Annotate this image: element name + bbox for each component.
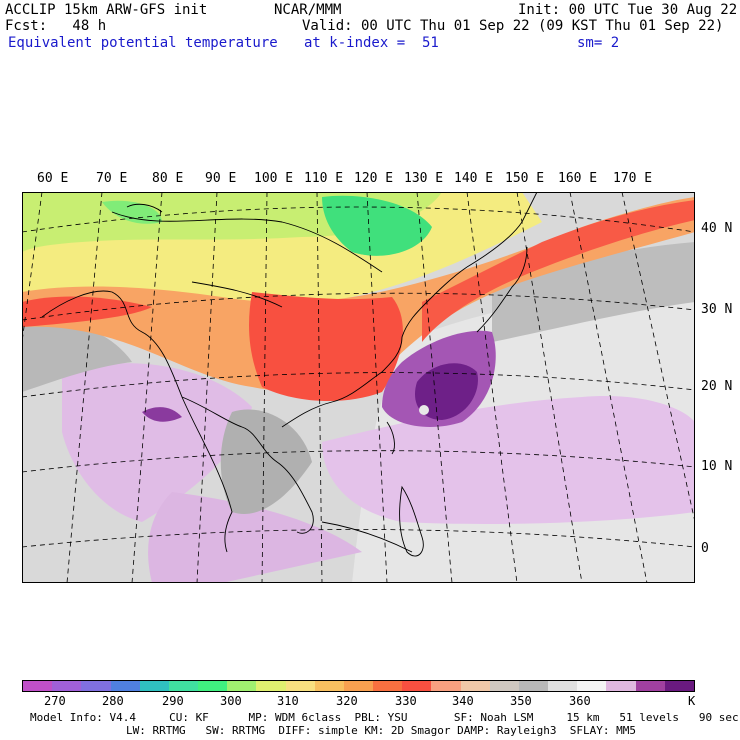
lon-label: 130 E — [404, 171, 444, 186]
lon-label: 110 E — [304, 171, 344, 186]
colorbar-segment — [285, 681, 315, 691]
model-title: ACCLIP 15km ARW-GFS init — [5, 2, 208, 18]
tropics-lavender-west — [62, 363, 252, 522]
model-info-line1: Model Info: V4.4 CU: KF MP: WDM 6class P… — [30, 711, 739, 724]
coastlines — [41, 192, 538, 557]
colorbar-tick: 300 — [220, 694, 242, 708]
colorbar-segment — [664, 681, 694, 691]
lon-label: 60 E — [37, 171, 69, 186]
lon-label: 140 E — [454, 171, 494, 186]
lon-label: 70 E — [96, 171, 128, 186]
colorbar-segment — [606, 681, 636, 691]
colorbar-segment — [81, 681, 111, 691]
colorbar-tick: 290 — [162, 694, 184, 708]
red-belt-china — [249, 292, 403, 402]
lat-label: 40 N — [701, 221, 733, 236]
lon-label: 120 E — [354, 171, 394, 186]
colorbar-segment — [518, 681, 549, 691]
colorbar-segment — [635, 681, 665, 691]
colorbar-tick: 340 — [452, 694, 474, 708]
orange-belt — [22, 197, 695, 392]
red-belt-east — [422, 200, 695, 342]
north-green-core — [322, 195, 432, 256]
gray-patch — [22, 319, 132, 392]
lat-label: 10 N — [701, 459, 733, 474]
colorbar-segment — [577, 681, 607, 691]
colorbar-tick: 360 — [569, 694, 591, 708]
colorbar-segment — [168, 681, 199, 691]
colorbar — [22, 680, 695, 692]
colorbar-segment — [110, 681, 140, 691]
colorbar-segment — [431, 681, 461, 691]
init-time: Init: 00 UTC Tue 30 Aug 22 — [518, 2, 738, 18]
colorbar-segment — [227, 681, 257, 691]
lon-label: 150 E — [505, 171, 545, 186]
valid-time: Valid: 00 UTC Thu 01 Sep 22 (09 KST Thu … — [302, 18, 724, 34]
colorbar-segment — [489, 681, 519, 691]
lat-label: 0 — [701, 541, 709, 556]
colorbar-tick: 320 — [336, 694, 358, 708]
lat-label: 20 N — [701, 379, 733, 394]
lon-label: 90 E — [205, 171, 237, 186]
tropics-lavender-east — [322, 396, 695, 524]
theta-e-map[interactable] — [22, 192, 695, 583]
model-info-line2: LW: RRTMG SW: RRTMG DIFF: simple KM: 2D … — [126, 724, 636, 737]
graticule — [22, 192, 695, 583]
typhoon-core — [414, 363, 478, 420]
colorbar-tick: 280 — [102, 694, 124, 708]
lon-label: 100 E — [254, 171, 294, 186]
colorbar-unit: K — [688, 694, 696, 708]
colorbar-segment — [256, 681, 286, 691]
colorbar-segment — [402, 681, 432, 691]
colorbar-segment — [139, 681, 169, 691]
gray-patch — [220, 409, 312, 514]
colorbar-tick: 350 — [510, 694, 532, 708]
colorbar-segment — [198, 681, 228, 691]
field-name: Equivalent potential temperature — [8, 35, 278, 51]
level-index: at k-index = 51 — [304, 35, 439, 51]
colorbar-segment — [343, 681, 374, 691]
bay-of-bengal-purple — [142, 407, 182, 422]
lon-label: 160 E — [558, 171, 598, 186]
colorbar-tick: 330 — [395, 694, 417, 708]
colorbar-segment — [548, 681, 578, 691]
colorbar-tick: 310 — [277, 694, 299, 708]
institution-label: NCAR/MMM — [274, 2, 342, 18]
colorbar-segment — [23, 681, 53, 691]
colorbar-tick: 270 — [44, 694, 66, 708]
typhoon-eye — [419, 405, 429, 415]
forecast-hour: Fcst: 48 h — [5, 18, 107, 34]
colorbar-segment — [373, 681, 403, 691]
tropics-lavender-south — [148, 492, 362, 583]
colorbar-segment — [52, 681, 82, 691]
lon-label: 170 E — [613, 171, 653, 186]
smoothing-label: sm= 2 — [577, 35, 620, 51]
lon-label: 80 E — [152, 171, 184, 186]
ocean-gray-band — [492, 242, 695, 342]
colorbar-segment — [460, 681, 490, 691]
colorbar-segment — [314, 681, 344, 691]
lat-label: 30 N — [701, 302, 733, 317]
north-green-small — [102, 200, 162, 224]
